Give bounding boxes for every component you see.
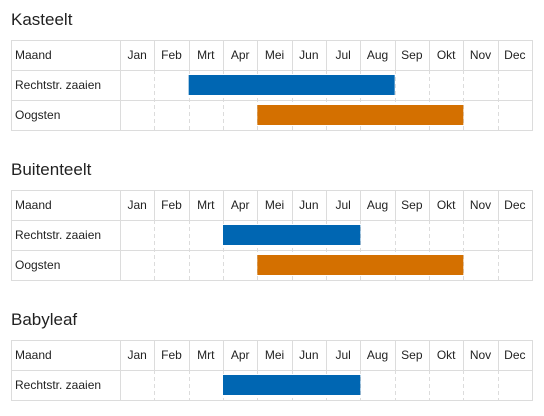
section-title: Buitenteelt <box>11 160 92 179</box>
section-title: Kasteelt <box>11 10 73 29</box>
month-label: Nov <box>470 348 491 362</box>
sow-period-bar <box>223 225 361 245</box>
month-label: Mei <box>265 348 284 362</box>
harvest-period-bar <box>257 255 464 275</box>
month-label: Dec <box>504 48 525 62</box>
sow-period-bar <box>188 75 395 95</box>
section-title: Babyleaf <box>11 310 77 329</box>
month-label: Mrt <box>197 348 215 362</box>
month-label: Mei <box>265 48 284 62</box>
header-label: Maand <box>15 48 52 62</box>
month-label: Jun <box>299 48 318 62</box>
month-label: Jul <box>335 348 350 362</box>
month-label: Apr <box>231 348 250 362</box>
month-label: Dec <box>504 348 525 362</box>
month-label: Dec <box>504 198 525 212</box>
row-label: Oogsten <box>15 258 60 272</box>
month-label: Aug <box>367 198 388 212</box>
month-label: Sep <box>401 198 423 212</box>
month-label: Jan <box>127 48 146 62</box>
month-label: Feb <box>161 348 182 362</box>
month-label: Nov <box>470 48 491 62</box>
month-label: Aug <box>367 348 388 362</box>
month-label: Apr <box>231 198 250 212</box>
month-label: Aug <box>367 48 388 62</box>
month-label: Sep <box>401 348 423 362</box>
sow-period-bar <box>223 375 361 395</box>
header-label: Maand <box>15 348 52 362</box>
month-label: Apr <box>231 48 250 62</box>
month-label: Feb <box>161 48 182 62</box>
month-label: Okt <box>437 198 456 212</box>
month-label: Jan <box>127 198 146 212</box>
month-label: Jul <box>335 198 350 212</box>
header-label: Maand <box>15 198 52 212</box>
month-label: Okt <box>437 48 456 62</box>
month-label: Mrt <box>197 198 215 212</box>
row-label: Rechtstr. zaaien <box>15 378 101 392</box>
month-label: Jul <box>335 48 350 62</box>
month-label: Mei <box>265 198 284 212</box>
month-label: Jan <box>127 348 146 362</box>
month-label: Nov <box>470 198 491 212</box>
harvest-period-bar <box>257 105 464 125</box>
row-label: Rechtstr. zaaien <box>15 78 101 92</box>
table-border <box>11 190 533 281</box>
row-label: Rechtstr. zaaien <box>15 228 101 242</box>
table-border <box>11 40 533 131</box>
month-label: Feb <box>161 198 182 212</box>
month-label: Okt <box>437 348 456 362</box>
month-label: Jun <box>299 348 318 362</box>
month-label: Mrt <box>197 48 215 62</box>
row-label: Oogsten <box>15 108 60 122</box>
month-label: Sep <box>401 48 423 62</box>
month-label: Jun <box>299 198 318 212</box>
